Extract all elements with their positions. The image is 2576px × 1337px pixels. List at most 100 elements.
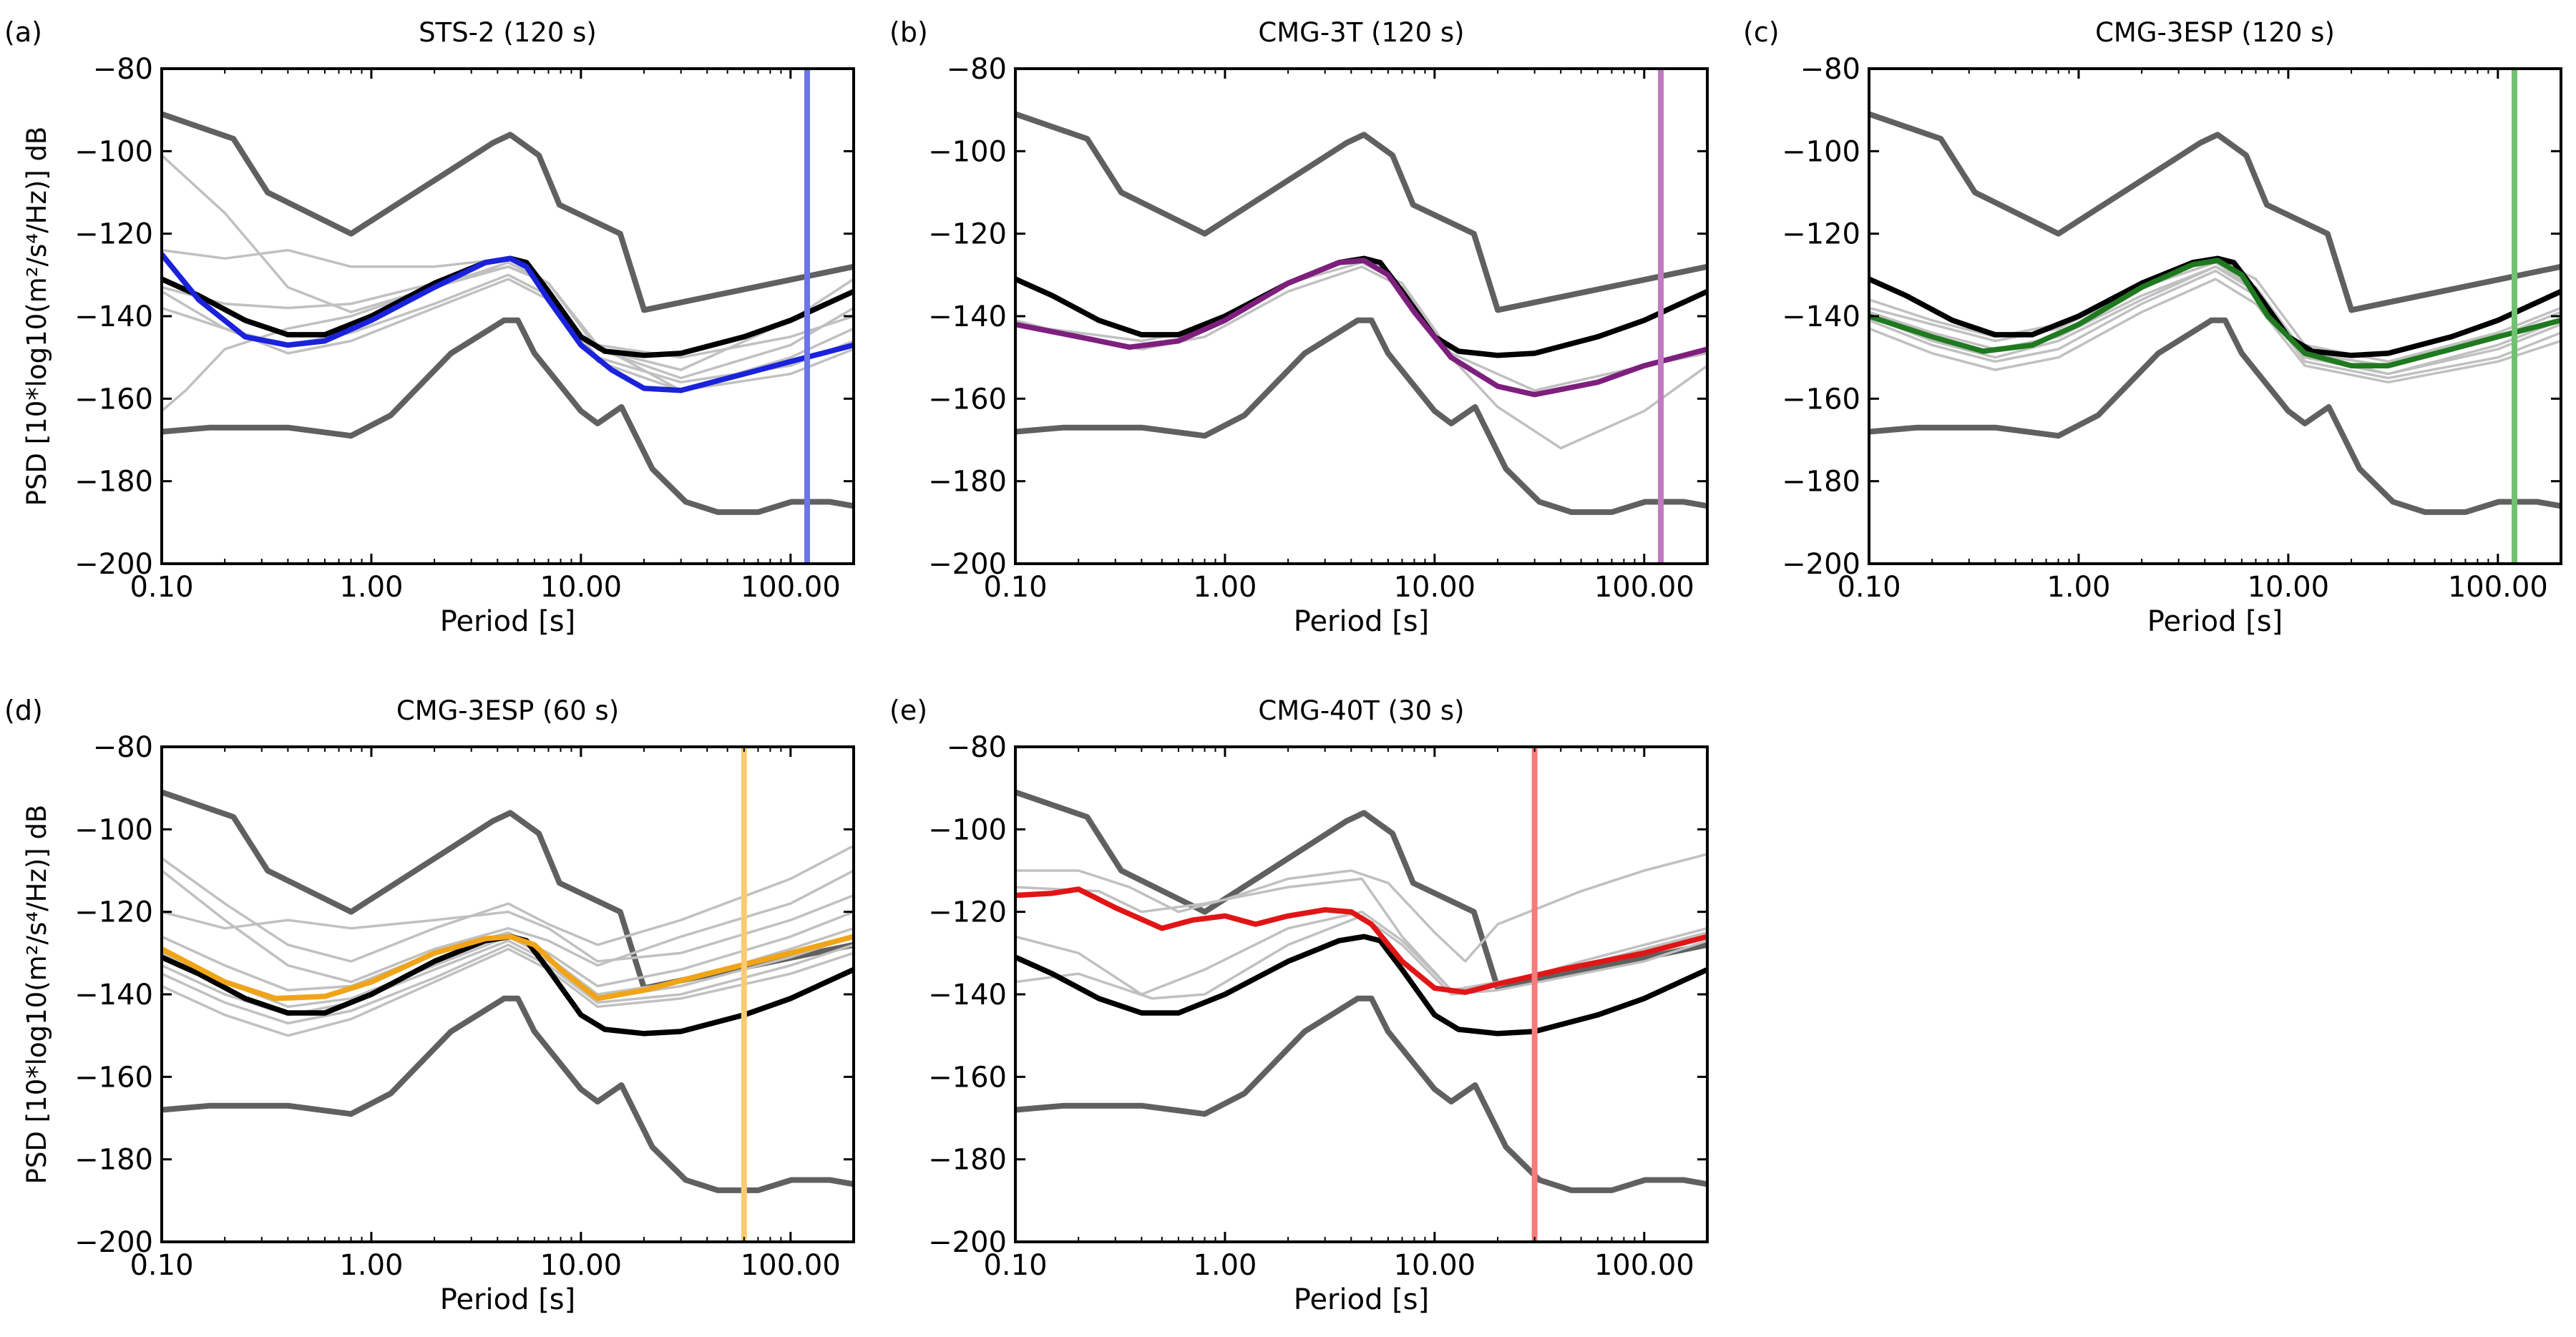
x-tick-label: 1.00 bbox=[1193, 571, 1257, 604]
y-tick-label: −140 bbox=[928, 979, 1007, 1012]
y-tick-label: −100 bbox=[74, 135, 153, 168]
y-tick-label: −140 bbox=[74, 300, 153, 333]
x-tick-label: 10.00 bbox=[540, 571, 623, 604]
chart-panel-4: 0.10 1.00 10.00 100.00 −200 −180 −160 −140 −120 −… bbox=[4, 695, 855, 1316]
x-tick-label: 0.10 bbox=[130, 571, 193, 604]
panel-title: CMG-3ESP (120 s) bbox=[2095, 17, 2335, 48]
y-tick-label: −140 bbox=[928, 300, 1007, 333]
y-tick-label: −120 bbox=[1782, 218, 1860, 251]
y-axis-label: PSD [10*log10(m²/s⁴/Hz)] dB bbox=[21, 127, 52, 506]
station-line-3 bbox=[162, 248, 854, 380]
x-tick-label: 1.00 bbox=[339, 1249, 403, 1282]
y-tick-label: −120 bbox=[928, 896, 1007, 929]
reference-line-4 bbox=[1015, 255, 1707, 358]
chart-panel-3: 0.10 1.00 10.00 100.00 −200 −180 −160 −140 −120 −… bbox=[1743, 16, 2562, 638]
x-tick-label: 0.10 bbox=[130, 1249, 193, 1282]
panel-title: STS-2 (120 s) bbox=[419, 17, 597, 48]
y-tick-label: −100 bbox=[1782, 135, 1860, 168]
plot-area bbox=[162, 747, 854, 1242]
panel-title: CMG-3T (120 s) bbox=[1258, 17, 1464, 48]
y-axis-label: PSD [10*log10(m²/s⁴/Hz)] dB bbox=[21, 805, 52, 1185]
sensor-line-11 bbox=[162, 934, 854, 1001]
x-tick-label: 10.00 bbox=[1394, 1249, 1476, 1282]
y-tick-label: −180 bbox=[928, 1144, 1007, 1177]
x-tick-label: 10.00 bbox=[1394, 571, 1476, 604]
station-line-5 bbox=[1015, 914, 1707, 1000]
x-axis-label: Period [s] bbox=[440, 605, 576, 638]
y-tick-label: −200 bbox=[928, 1226, 1007, 1259]
x-tick-label: 100.00 bbox=[1594, 571, 1694, 604]
sensor-line-7 bbox=[1015, 886, 1707, 995]
station-line-7 bbox=[1869, 265, 2561, 376]
y-tick-label: −160 bbox=[1782, 383, 1860, 416]
station-line-3 bbox=[162, 869, 854, 984]
y-tick-label: −200 bbox=[74, 548, 153, 581]
nlnm-line-1 bbox=[162, 995, 854, 1193]
panel-title: CMG-40T (30 s) bbox=[1258, 695, 1464, 726]
sensor-line-9 bbox=[162, 251, 854, 393]
station-line-7 bbox=[162, 265, 854, 359]
station-line-2 bbox=[1015, 265, 1707, 450]
x-tick-label: 10.00 bbox=[540, 1249, 623, 1282]
y-tick-label: −200 bbox=[1782, 548, 1860, 581]
station-line-8 bbox=[162, 947, 854, 1037]
nhnm-line-0 bbox=[162, 789, 854, 991]
x-axis-label: Period [s] bbox=[1294, 605, 1430, 638]
x-tick-label: 100.00 bbox=[2448, 571, 2548, 604]
x-tick-label: 100.00 bbox=[741, 1249, 841, 1282]
x-tick-label: 0.10 bbox=[983, 1249, 1047, 1282]
station-line-3 bbox=[1869, 269, 2561, 380]
y-tick-label: −160 bbox=[74, 1061, 153, 1094]
reference-line-10 bbox=[162, 934, 854, 1037]
nlnm-line-1 bbox=[162, 317, 854, 515]
nlnm-line-1 bbox=[1869, 317, 2561, 515]
x-tick-label: 10.00 bbox=[2248, 571, 2330, 604]
station-line-3 bbox=[1015, 877, 1707, 991]
y-tick-label: −120 bbox=[928, 218, 1007, 251]
panel-letter: (e) bbox=[889, 695, 927, 726]
station-line-2 bbox=[162, 844, 854, 963]
y-tick-label: −160 bbox=[928, 1061, 1007, 1094]
nhnm-line-0 bbox=[1015, 111, 1707, 313]
station-line-6 bbox=[162, 278, 854, 392]
plot-area bbox=[1869, 69, 2561, 564]
x-tick-label: 1.00 bbox=[339, 571, 403, 604]
y-tick-label: −80 bbox=[1800, 53, 1860, 86]
axes-frame bbox=[1868, 67, 2562, 565]
y-tick-label: −140 bbox=[74, 979, 153, 1012]
sensor-line-5 bbox=[1015, 258, 1707, 398]
panel-letter: (a) bbox=[4, 16, 42, 48]
panel-title: CMG-3ESP (60 s) bbox=[396, 695, 619, 726]
y-tick-label: −100 bbox=[928, 135, 1007, 168]
nhnm-line-0 bbox=[1869, 111, 2561, 313]
x-axis-label: Period [s] bbox=[440, 1283, 576, 1316]
plot-area bbox=[162, 69, 854, 564]
chart-panel-1: 0.10 1.00 10.00 100.00 −200 −180 −160 −140 −120 −… bbox=[4, 16, 855, 638]
y-tick-label: −80 bbox=[93, 731, 153, 764]
y-tick-label: −80 bbox=[947, 53, 1007, 86]
axes-frame bbox=[160, 67, 855, 565]
reference-line-6 bbox=[1015, 934, 1707, 1037]
x-axis-label: Period [s] bbox=[2147, 605, 2283, 638]
nlnm-line-1 bbox=[1015, 995, 1707, 1193]
station-line-7 bbox=[162, 944, 854, 1025]
station-line-4 bbox=[162, 893, 854, 963]
x-tick-label: 100.00 bbox=[741, 571, 841, 604]
x-tick-label: 0.10 bbox=[983, 571, 1047, 604]
chart-panel-5: 0.10 1.00 10.00 100.00 −200 −180 −160 −140 −120 −… bbox=[889, 695, 1709, 1316]
station-line-4 bbox=[1015, 910, 1707, 996]
panel-letter: (c) bbox=[1743, 16, 1780, 48]
x-axis-label: Period [s] bbox=[1294, 1283, 1430, 1316]
station-line-2 bbox=[1015, 853, 1707, 963]
x-tick-label: 100.00 bbox=[1594, 1249, 1694, 1282]
panel-letter: (b) bbox=[889, 16, 928, 48]
y-tick-label: −120 bbox=[74, 218, 153, 251]
sensor-line-9 bbox=[1869, 258, 2561, 368]
nhnm-line-0 bbox=[1015, 789, 1707, 991]
y-tick-label: −120 bbox=[74, 896, 153, 929]
x-tick-label: 1.00 bbox=[1193, 1249, 1257, 1282]
y-tick-label: −160 bbox=[74, 383, 153, 416]
y-tick-label: −80 bbox=[93, 53, 153, 86]
axes-frame bbox=[1014, 745, 1709, 1243]
